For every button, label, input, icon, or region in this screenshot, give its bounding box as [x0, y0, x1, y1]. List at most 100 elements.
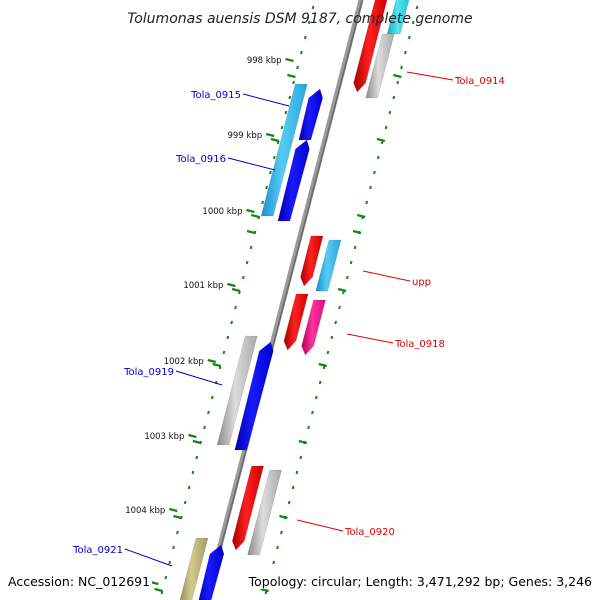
- tick-mark: [210, 395, 214, 400]
- tick-mark: [287, 500, 291, 505]
- tick-mark: [203, 425, 206, 430]
- major-tick-mark: [231, 287, 241, 293]
- topology-info: Topology: circular; Length: 3,471,292 bp…: [246, 574, 594, 589]
- gene-label[interactable]: Tola_0916: [175, 154, 226, 165]
- kbp-label: 999 kbp: [227, 131, 262, 141]
- tick-mark: [326, 350, 330, 355]
- tick-mark: [407, 35, 411, 40]
- gene-arrow-tola-0916[interactable]: [277, 139, 310, 222]
- tick-mark: [280, 125, 284, 130]
- gene-arrow-tola-0917[interactable]: [300, 235, 324, 287]
- major-tick-mark: [318, 362, 327, 368]
- gene-arrow-tola-0914[interactable]: [365, 33, 395, 99]
- tick-mark: [207, 410, 210, 415]
- major-tick-mark: [298, 439, 308, 445]
- label-leader-line: [406, 71, 454, 81]
- tick-mark: [373, 170, 376, 175]
- tick-mark: [241, 275, 245, 280]
- tick-mark: [288, 95, 292, 100]
- gene-arrow-tola-0920[interactable]: [247, 469, 282, 556]
- gene-arrow-grey-b[interactable]: [216, 335, 258, 446]
- tick-mark: [307, 425, 310, 430]
- label-leader-line: [242, 93, 290, 107]
- tick-mark: [400, 65, 403, 70]
- major-tick-mark: [270, 137, 280, 143]
- gene-label[interactable]: Tola_0920: [344, 527, 395, 538]
- tick-mark: [187, 485, 191, 490]
- gene-arrow-tola-0915[interactable]: [298, 88, 324, 141]
- gene-label[interactable]: Tola_0919: [123, 367, 174, 378]
- tick-mark: [261, 200, 265, 205]
- kbp-label: 998 kbp: [247, 56, 282, 66]
- tick-mark: [284, 110, 288, 115]
- label-leaders: [124, 71, 454, 567]
- gene-arrow-khaki[interactable]: [177, 537, 209, 600]
- gene-arrow-tola-0921[interactable]: [196, 544, 225, 600]
- tick-mark: [272, 155, 276, 160]
- gene-arrow-tola-0919[interactable]: [234, 341, 274, 451]
- tick-mark: [311, 410, 314, 415]
- kbp-tick: [285, 57, 294, 63]
- kbp-label: 1000 kbp: [202, 207, 242, 217]
- tick-mark: [249, 245, 253, 250]
- major-tick-mark: [173, 514, 182, 520]
- kbp-tick: [246, 208, 255, 214]
- gene-label[interactable]: Tola_0914: [454, 76, 505, 87]
- tick-mark: [307, 20, 311, 25]
- gene-arrow-red-c[interactable]: [231, 465, 264, 551]
- label-leader-line: [296, 519, 344, 532]
- gene-arrow-aqua[interactable]: [386, 0, 410, 35]
- kbp-tick: [227, 282, 236, 288]
- gene-features: [177, 0, 410, 600]
- major-tick-mark: [352, 229, 362, 235]
- tick-mark: [365, 200, 369, 205]
- tick-mark: [172, 545, 175, 550]
- major-tick-mark: [287, 73, 296, 79]
- genome-backbone-highlight: [206, 0, 364, 600]
- tick-mark: [349, 260, 353, 265]
- tick-mark: [353, 245, 357, 250]
- kbp-tick: [207, 358, 217, 364]
- gene-arrow-red-b[interactable]: [283, 293, 309, 351]
- major-tick-mark: [154, 587, 163, 593]
- tick-mark: [292, 80, 296, 85]
- tick-mark: [396, 80, 400, 85]
- tick-mark: [338, 305, 341, 310]
- tick-mark: [272, 560, 276, 565]
- tick-mark: [276, 545, 279, 550]
- tick-mark: [295, 470, 299, 475]
- tick-ring-inner: [154, 5, 315, 595]
- tick-mark: [222, 350, 226, 355]
- kbp-label: 1001 kbp: [183, 281, 223, 291]
- major-tick-mark: [356, 213, 366, 219]
- tick-mark: [195, 455, 199, 460]
- tick-mark: [415, 5, 419, 10]
- kbp-tick: [265, 132, 275, 138]
- gene-arrow-upp[interactable]: [315, 239, 342, 292]
- tick-mark: [318, 380, 322, 385]
- major-tick-mark: [279, 514, 288, 520]
- gene-label[interactable]: upp: [412, 277, 431, 288]
- tick-mark: [164, 575, 168, 580]
- gene-label[interactable]: Tola_0918: [394, 339, 445, 350]
- gene-arrow-tola-0913[interactable]: [353, 0, 389, 93]
- gene-label[interactable]: Tola_0915: [190, 90, 241, 101]
- tick-mark: [300, 50, 303, 55]
- gene-arrow-tola-0918[interactable]: [301, 299, 326, 356]
- major-tick-mark: [393, 73, 402, 79]
- tick-mark: [226, 335, 230, 340]
- gene-label[interactable]: Tola_0921: [72, 545, 123, 556]
- genome-backbone: [203, 0, 364, 600]
- tick-mark: [384, 125, 388, 130]
- tick-mark: [311, 5, 315, 10]
- major-tick-mark: [376, 137, 386, 143]
- tick-mark: [392, 95, 396, 100]
- major-tick-mark: [246, 229, 256, 235]
- tick-mark: [345, 275, 349, 280]
- gene-arrow-tola-0915-a[interactable]: [260, 83, 308, 217]
- label-leader-line: [124, 548, 173, 567]
- tick-mark: [314, 395, 318, 400]
